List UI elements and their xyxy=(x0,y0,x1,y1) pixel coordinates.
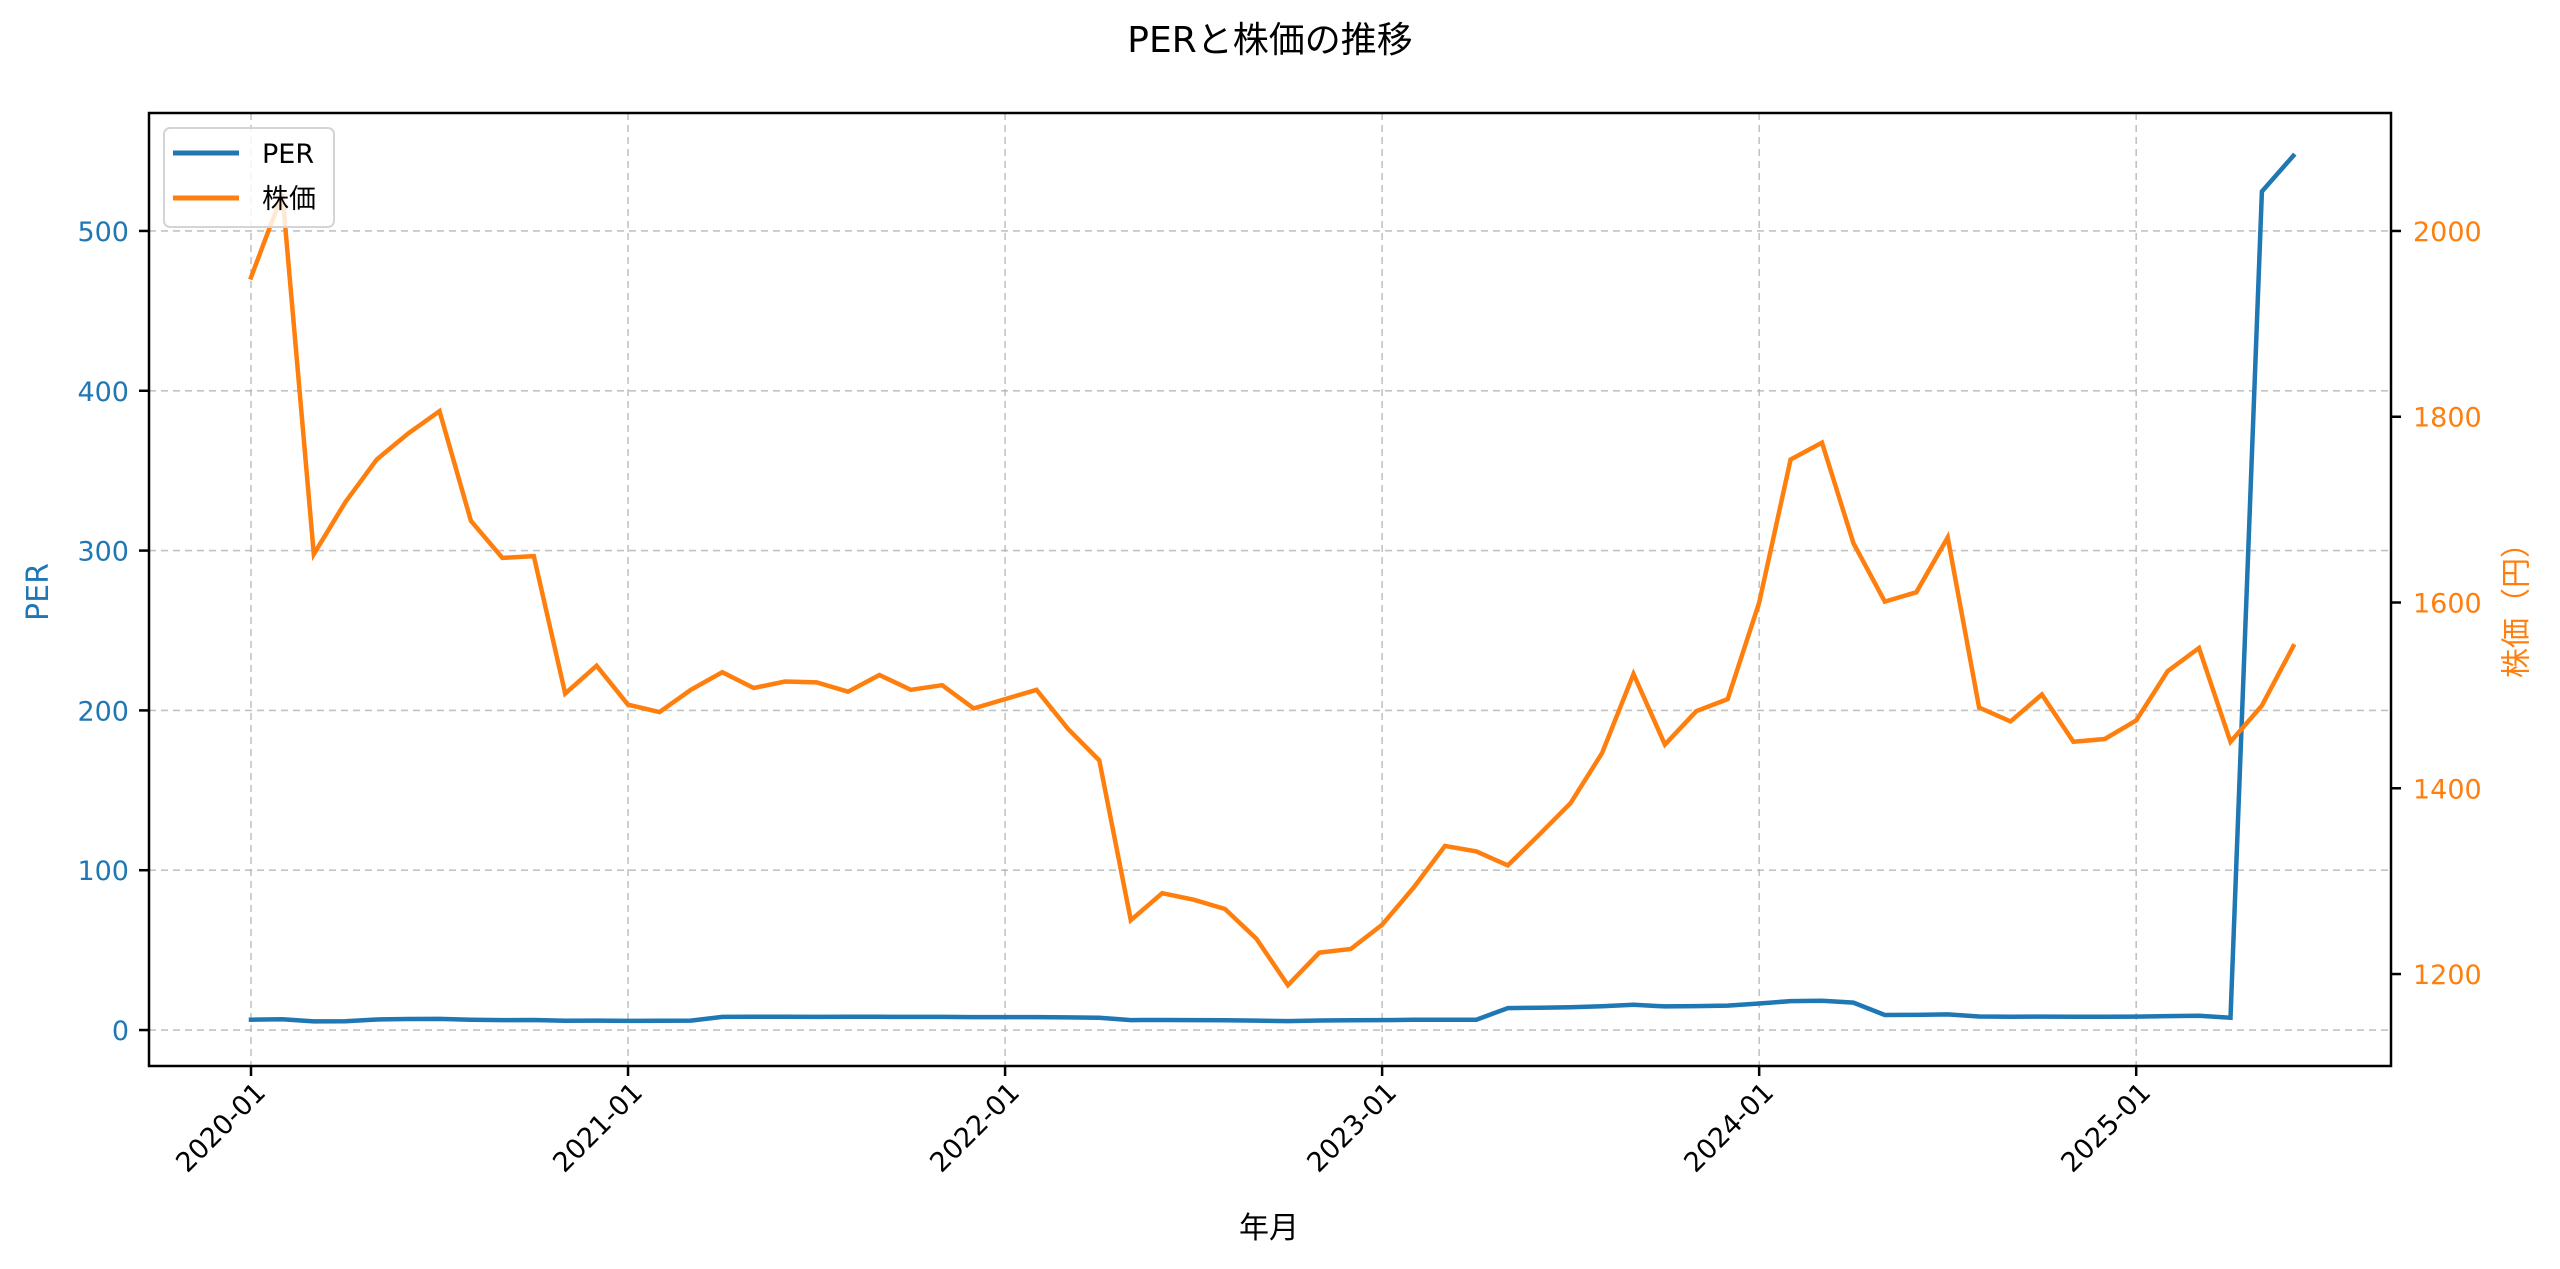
left-tick-label: 100 xyxy=(77,856,129,887)
data-series xyxy=(248,152,2297,1024)
legend-price-label: 株価 xyxy=(262,184,316,215)
right-y-axis-label: 株価（円） xyxy=(2500,528,2535,678)
left-tick-label: 200 xyxy=(77,696,129,727)
right-tick-label: 1400 xyxy=(2413,774,2482,805)
chart-title: PERと株価の推移 xyxy=(1127,20,1412,61)
left-y-axis-label: PER xyxy=(21,563,56,621)
left-tick-label: 400 xyxy=(77,377,129,408)
x-tick-label: 2022-01 xyxy=(924,1077,1026,1179)
right-y-axis: 1200 1400 1600 1800 2000 xyxy=(2391,217,2482,991)
left-tick-label: 500 xyxy=(77,217,129,248)
right-tick-label: 1200 xyxy=(2413,960,2482,991)
x-tick-label: 2020-01 xyxy=(170,1077,272,1179)
legend: PER 株価 xyxy=(163,127,335,228)
left-tick-label: 0 xyxy=(112,1016,129,1047)
price-line xyxy=(248,193,2297,989)
x-tick-label: 2025-01 xyxy=(2055,1077,2157,1179)
left-y-axis: 0 100 200 300 400 500 xyxy=(77,217,149,1047)
x-tick-label: 2024-01 xyxy=(1678,1077,1780,1179)
right-tick-label: 1800 xyxy=(2413,403,2482,434)
right-tick-label: 1600 xyxy=(2413,589,2482,620)
x-tick-label: 2023-01 xyxy=(1301,1077,1403,1179)
x-tick-label: 2021-01 xyxy=(547,1077,649,1179)
right-tick-label: 2000 xyxy=(2413,217,2482,248)
legend-per-label: PER xyxy=(262,139,314,170)
left-tick-label: 300 xyxy=(77,537,129,568)
plot-area-frame xyxy=(147,111,2393,1068)
x-axis-label: 年月 xyxy=(1239,1211,1299,1246)
grid-lines xyxy=(149,113,2391,1066)
x-axis: 2020-01 2021-01 2022-01 2023-01 2024-01 2025-… xyxy=(170,1066,2157,1179)
per-line xyxy=(248,152,2297,1024)
